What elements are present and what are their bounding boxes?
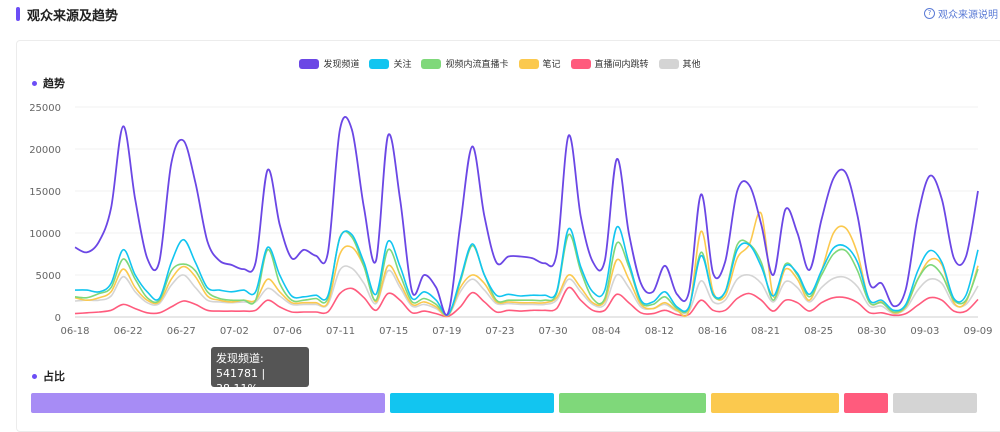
- trend-dot-icon: [32, 80, 37, 86]
- ratio-bar-segment[interactable]: [31, 393, 386, 413]
- legend-label: 发现频道: [323, 60, 360, 70]
- legend-label: 笔记: [542, 60, 561, 70]
- series-line: [74, 211, 979, 318]
- x-tick-label: 06-27: [167, 326, 196, 337]
- title-accent-bar: [16, 7, 20, 21]
- page-title: 观众来源及趋势: [16, 6, 119, 24]
- legend-swatch: [518, 58, 539, 69]
- x-tick-label: 06-18: [60, 326, 89, 337]
- x-tick-label: 09-09: [963, 326, 992, 337]
- legend-label: 关注: [393, 60, 412, 70]
- question-icon: ?: [924, 8, 935, 19]
- legend-swatch: [421, 58, 442, 69]
- ratio-label-text: 占比: [43, 370, 65, 383]
- x-tick-label: 07-19: [432, 326, 461, 337]
- legend-item[interactable]: 关注: [369, 57, 411, 70]
- tooltip-value: 541781 | 38.11%: [216, 367, 266, 395]
- x-tick-label: 07-06: [273, 326, 302, 337]
- series-line: [74, 225, 979, 316]
- x-tick-label: 07-30: [539, 326, 568, 337]
- x-tick-label: 08-16: [698, 326, 727, 337]
- ratio-section-label: 占比: [32, 368, 65, 384]
- x-tick-label: 07-02: [220, 326, 249, 337]
- y-tick-label: 5000: [36, 271, 61, 282]
- help-link-label: 观众来源说明: [938, 10, 998, 21]
- series-line: [74, 116, 979, 316]
- ratio-bar-segment[interactable]: [844, 393, 889, 413]
- ratio-bar-segment[interactable]: [558, 393, 707, 413]
- y-tick-label: 10000: [29, 229, 61, 240]
- x-tick-label: 08-12: [645, 326, 674, 337]
- y-tick-label: 25000: [29, 103, 61, 114]
- x-tick-label: 09-03: [910, 326, 939, 337]
- ratio-bar-segment[interactable]: [711, 393, 840, 413]
- x-tick-label: 08-25: [804, 326, 833, 337]
- audience-source-help-link[interactable]: ? 观众来源说明: [924, 6, 998, 21]
- x-tick-label: 08-21: [751, 326, 780, 337]
- legend-label: 视频内流直播卡: [445, 60, 509, 70]
- ratio-bar-segment[interactable]: [390, 393, 554, 413]
- legend-swatch: [570, 58, 591, 69]
- chart-legend: 发现频道 关注 视频内流直播卡 笔记 直播间内跳转 其他: [0, 57, 1000, 70]
- page-title-text: 观众来源及趋势: [27, 8, 119, 24]
- ratio-tooltip: 发现频道: 541781 | 38.11%: [211, 347, 309, 395]
- legend-item[interactable]: 直播间内跳转: [570, 57, 649, 70]
- legend-item[interactable]: 其他: [658, 57, 701, 70]
- ratio-dot-icon: [32, 373, 37, 379]
- y-tick-label: 15000: [29, 187, 61, 198]
- legend-label: 直播间内跳转: [594, 60, 649, 70]
- y-tick-label: 20000: [29, 145, 61, 156]
- legend-swatch: [369, 58, 390, 69]
- x-tick-label: 07-23: [485, 326, 514, 337]
- x-tick-label: 08-30: [857, 326, 886, 337]
- tooltip-title: 发现频道:: [216, 352, 264, 365]
- legend-swatch: [299, 58, 320, 69]
- legend-label: 其他: [682, 60, 701, 70]
- trend-section-label: 趋势: [32, 75, 65, 91]
- legend-swatch: [658, 58, 679, 69]
- x-tick-label: 07-11: [326, 326, 355, 337]
- legend-item[interactable]: 视频内流直播卡: [421, 57, 509, 70]
- trend-label-text: 趋势: [43, 77, 65, 90]
- series-line: [74, 265, 979, 317]
- y-tick-label: 0: [55, 313, 61, 324]
- x-tick-label: 06-22: [114, 326, 143, 337]
- series-line: [74, 230, 979, 317]
- series-line: [74, 286, 979, 318]
- legend-item[interactable]: 发现频道: [299, 57, 359, 70]
- x-tick-label: 07-15: [379, 326, 408, 337]
- x-tick-label: 08-04: [592, 326, 621, 337]
- legend-item[interactable]: 笔记: [518, 57, 561, 70]
- ratio-bar-segment[interactable]: [893, 393, 978, 413]
- chart-card: [16, 40, 1000, 432]
